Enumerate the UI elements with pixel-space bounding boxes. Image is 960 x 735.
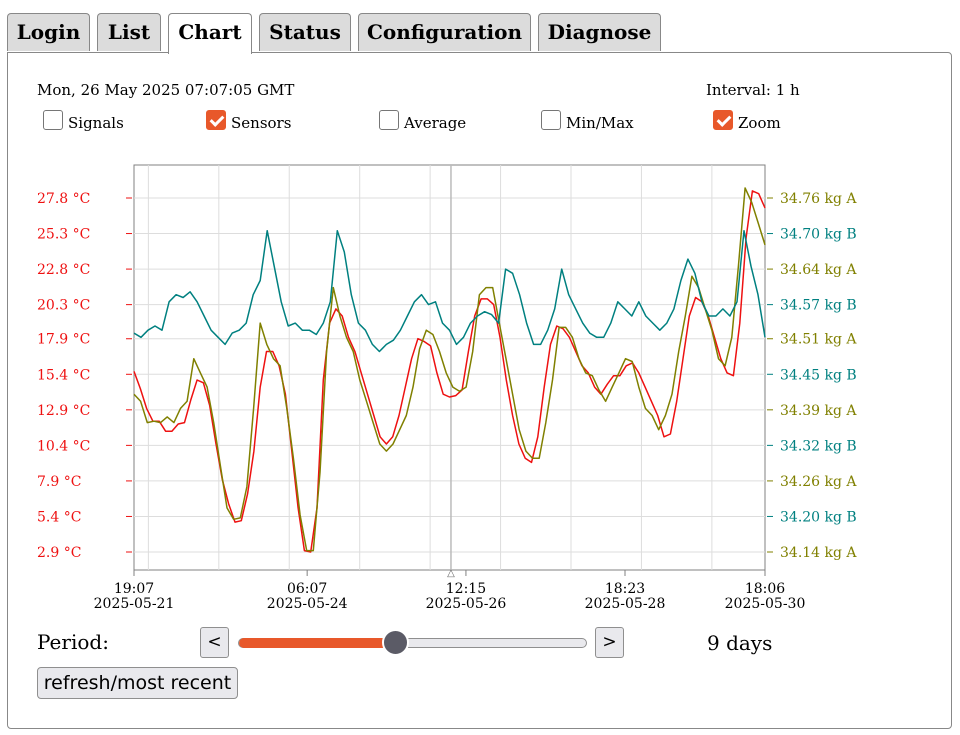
options-row: Signals Sensors Average Min/Max Zoom (0, 110, 960, 132)
minmax-checkbox[interactable] (541, 110, 561, 130)
refresh-button[interactable]: refresh/most recent (37, 667, 238, 699)
chart-panel (7, 52, 952, 729)
period-next-button[interactable]: > (595, 627, 624, 658)
tab-configuration[interactable]: Configuration (358, 13, 531, 51)
period-value: 9 days (707, 631, 773, 655)
signals-checkbox[interactable] (43, 110, 63, 130)
average-checkbox[interactable] (379, 110, 399, 130)
sensors-checkbox[interactable] (206, 110, 226, 130)
interval-label: Interval: 1 h (706, 81, 800, 99)
average-label: Average (404, 114, 467, 132)
current-datetime: Mon, 26 May 2025 07:07:05 GMT (37, 81, 295, 99)
period-slider-thumb[interactable] (382, 629, 410, 656)
tab-status[interactable]: Status (259, 13, 351, 51)
zoom-checkbox[interactable] (713, 110, 733, 130)
tab-list[interactable]: List (97, 13, 161, 51)
period-label: Period: (37, 630, 109, 654)
tab-chart[interactable]: Chart (168, 13, 252, 54)
tab-diagnose[interactable]: Diagnose (538, 13, 661, 51)
period-slider-fill (239, 638, 397, 648)
period-prev-button[interactable]: < (200, 627, 229, 658)
minmax-label: Min/Max (566, 114, 634, 132)
zoom-label: Zoom (738, 114, 781, 132)
period-slider[interactable] (238, 638, 587, 648)
tab-login[interactable]: Login (7, 13, 90, 51)
sensors-label: Sensors (231, 114, 292, 132)
signals-label: Signals (68, 114, 124, 132)
